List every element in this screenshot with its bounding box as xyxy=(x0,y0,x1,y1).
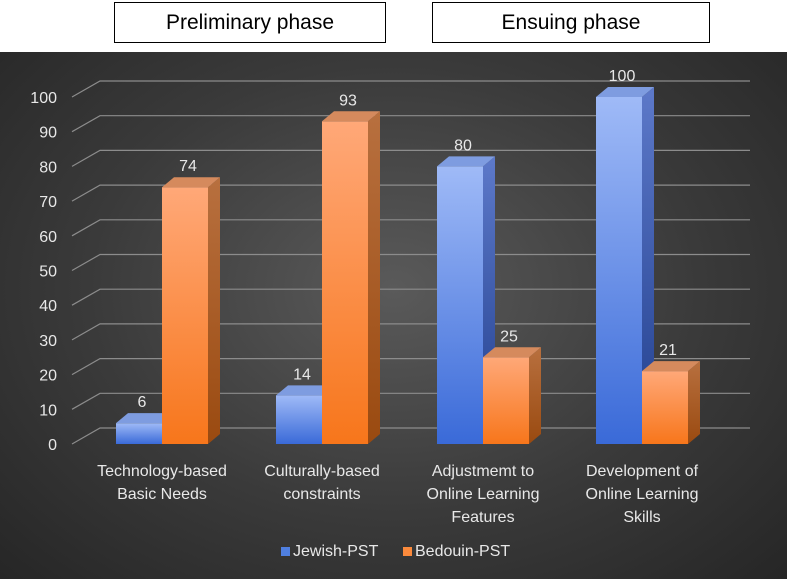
bar-bedouin xyxy=(483,357,529,444)
bar-jewish xyxy=(276,395,322,444)
bar-bedouin-top xyxy=(162,177,220,188)
y-tick-label: 80 xyxy=(39,159,57,176)
y-tick-label: 60 xyxy=(39,229,57,246)
x-tick-label: constraints xyxy=(283,486,360,503)
y-tick-label: 10 xyxy=(39,402,57,419)
data-label: 100 xyxy=(609,68,636,85)
x-tick-label: Skills xyxy=(623,509,660,526)
bar-bedouin-side xyxy=(208,177,220,444)
y-tick-label: 50 xyxy=(39,264,57,281)
bar-jewish-top xyxy=(596,87,654,97)
legend-swatch-bedouin xyxy=(403,547,412,556)
y-tick-label: 30 xyxy=(39,333,57,350)
bar-bedouin-side xyxy=(529,347,541,444)
x-tick-label: Adjustmemt to xyxy=(432,463,534,480)
data-label: 6 xyxy=(138,394,147,411)
gridline xyxy=(71,80,750,98)
bar-bedouin-side xyxy=(688,361,700,444)
legend-swatch-jewish xyxy=(281,547,290,556)
x-tick-label: Features xyxy=(451,509,514,526)
preliminary-phase-label: Preliminary phase xyxy=(114,2,386,43)
x-tick-label: Basic Needs xyxy=(117,486,207,503)
legend-label-jewish: Jewish-PST xyxy=(293,543,379,560)
gridline xyxy=(71,288,750,306)
bar-bedouin-top xyxy=(642,361,700,372)
bar-chart: 0 10 20 30 40 50 60 70 80 90 100 6 74 Technology-bas… xyxy=(30,68,750,560)
data-label: 25 xyxy=(500,328,518,345)
gridline xyxy=(71,149,750,167)
bar-jewish xyxy=(437,166,483,444)
gridline xyxy=(71,323,750,341)
bar-jewish xyxy=(116,423,162,444)
bar-bedouin xyxy=(162,187,208,444)
data-label: 74 xyxy=(179,158,197,175)
bar-bedouin xyxy=(642,371,688,444)
y-tick-label: 40 xyxy=(39,298,57,315)
x-tick-label: Development of xyxy=(586,463,699,480)
ensuing-phase-label: Ensuing phase xyxy=(432,2,710,43)
bar-bedouin-top xyxy=(322,111,380,122)
bar-jewish xyxy=(596,97,642,444)
y-tick-label: 70 xyxy=(39,194,57,211)
y-tick-label: 100 xyxy=(30,90,57,107)
data-label: 80 xyxy=(454,137,472,154)
bar-bedouin-side xyxy=(368,111,380,444)
data-label: 93 xyxy=(339,92,357,109)
x-tick-label: Online Learning xyxy=(586,486,699,503)
bar-jewish-top xyxy=(116,413,174,424)
x-tick-label: Technology-based xyxy=(97,463,227,480)
x-tick-label: Culturally-based xyxy=(264,463,380,480)
gridline xyxy=(71,184,750,202)
chart-area: 0 10 20 30 40 50 60 70 80 90 100 6 74 Technology-bas… xyxy=(0,52,787,579)
bar-jewish-side xyxy=(642,87,654,444)
y-tick-label: 20 xyxy=(39,368,57,385)
data-label: 14 xyxy=(293,366,311,383)
x-tick-label: Online Learning xyxy=(427,486,540,503)
gridline xyxy=(71,115,750,133)
gridline xyxy=(71,219,750,237)
y-tick-label: 0 xyxy=(48,437,57,454)
bar-bedouin-top xyxy=(483,347,541,358)
bar-jewish-top xyxy=(437,156,495,167)
legend-label-bedouin: Bedouin-PST xyxy=(415,543,510,560)
y-tick-label: 90 xyxy=(39,125,57,142)
data-label: 21 xyxy=(659,342,677,359)
bar-bedouin xyxy=(322,121,368,444)
bar-jewish-top xyxy=(276,385,334,396)
gridline xyxy=(71,253,750,272)
